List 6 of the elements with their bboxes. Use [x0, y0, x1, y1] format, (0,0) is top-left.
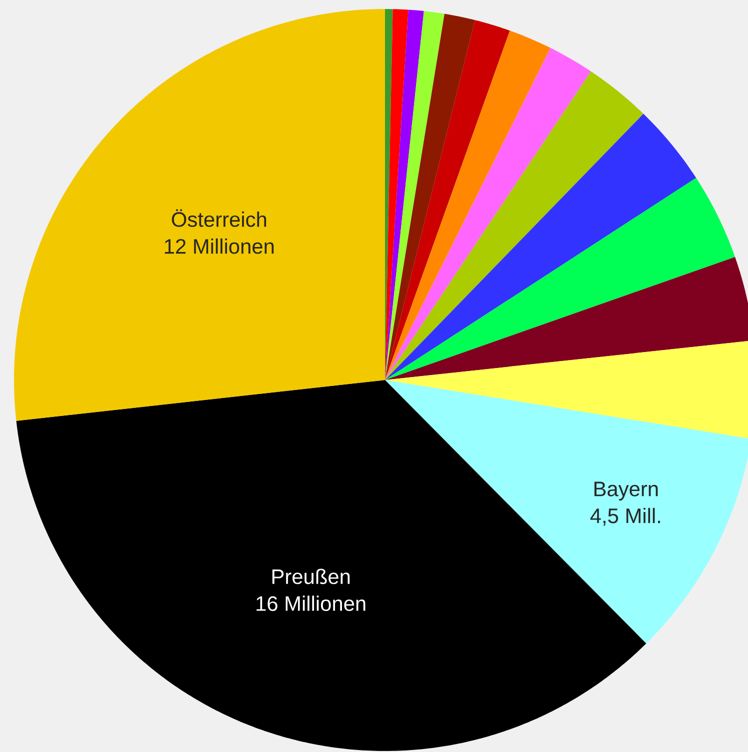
data-label: 4,5 Mill.: [590, 508, 660, 526]
data-label: 12 Millionen: [164, 238, 274, 254]
slice-label: Bayern: [594, 482, 658, 501]
slice-label: Österreich: [172, 209, 266, 227]
slice-label: Preußen: [272, 568, 350, 584]
data-label: 16 Millionen: [256, 596, 366, 612]
